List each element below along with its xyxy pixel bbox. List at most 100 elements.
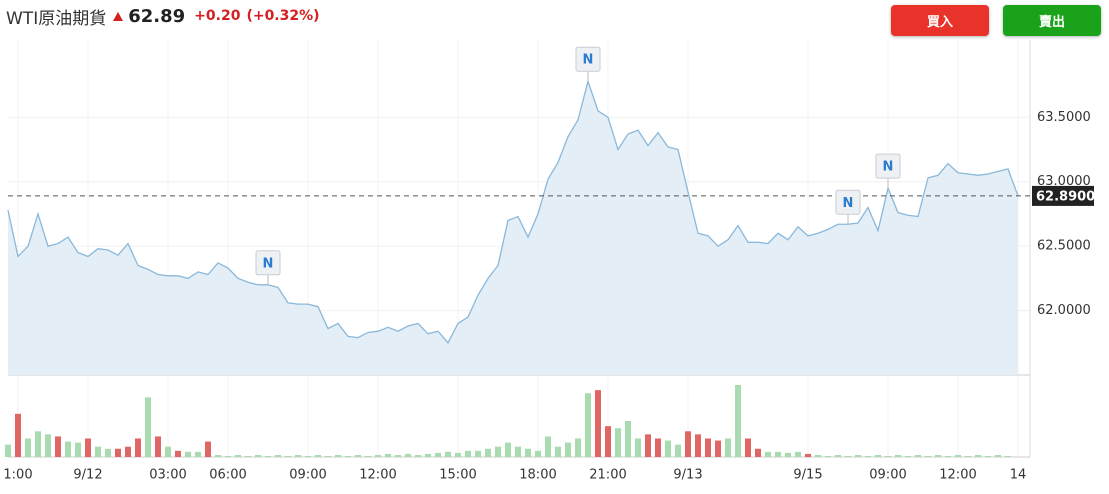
volume-bar bbox=[455, 452, 461, 457]
volume-bar bbox=[205, 441, 211, 457]
volume-bar bbox=[265, 455, 271, 457]
volume-bar bbox=[55, 436, 61, 457]
news-box bbox=[875, 153, 901, 179]
volume-bar bbox=[515, 446, 521, 457]
volume-bar bbox=[605, 426, 611, 457]
instrument-title: WTI原油期貨 bbox=[6, 8, 107, 29]
sell-button[interactable]: 賣出 bbox=[1003, 5, 1101, 36]
volume-bar bbox=[65, 441, 71, 457]
volume-bar bbox=[765, 451, 771, 457]
volume-bar bbox=[725, 438, 731, 457]
volume-bar bbox=[795, 451, 801, 457]
volume-bar bbox=[875, 454, 881, 457]
volume-bar bbox=[535, 450, 541, 457]
volume-bar bbox=[705, 438, 711, 457]
volume-bar bbox=[445, 451, 451, 457]
x-tick-label: 14 bbox=[1010, 468, 1027, 483]
x-tick-label: 18:00 bbox=[519, 468, 556, 483]
volume-bar bbox=[865, 455, 871, 457]
news-label: N bbox=[883, 160, 894, 175]
area bbox=[8, 81, 1018, 375]
change: +0.20 bbox=[194, 8, 241, 24]
volume-bar bbox=[355, 454, 361, 457]
price: 62.89 bbox=[128, 5, 186, 27]
volume-bar bbox=[125, 446, 131, 457]
volume-bar bbox=[85, 438, 91, 457]
volume-bar bbox=[95, 446, 101, 457]
news-box bbox=[835, 189, 861, 215]
volume-bar bbox=[985, 455, 991, 457]
volume-bar bbox=[785, 452, 791, 457]
x-tick-label: 09:00 bbox=[869, 468, 906, 483]
volume-bar bbox=[335, 454, 341, 457]
y-tick-label: 62.5000 bbox=[1037, 239, 1091, 254]
change-pct: (+0.32%) bbox=[246, 8, 320, 24]
volume-bar bbox=[665, 440, 671, 457]
header: WTI原油期貨 62.89 +0.20 (+0.32%) bbox=[6, 4, 320, 29]
volume-bar bbox=[755, 448, 761, 457]
volume-bar bbox=[925, 455, 931, 457]
news-label: N bbox=[583, 53, 594, 68]
volume-bar bbox=[975, 454, 981, 457]
volume-bar bbox=[465, 450, 471, 457]
volume-bar bbox=[965, 455, 971, 457]
volume-bar bbox=[305, 455, 311, 457]
volume-bar bbox=[495, 446, 501, 457]
volume-bar bbox=[555, 446, 561, 457]
volume-bar bbox=[815, 454, 821, 457]
volume-bar bbox=[565, 442, 571, 457]
volume-bar bbox=[425, 453, 431, 457]
volume-bar bbox=[315, 454, 321, 457]
volume-bar bbox=[185, 451, 191, 457]
x-tick-label: 09:00 bbox=[289, 468, 326, 483]
volume-bar bbox=[135, 438, 141, 457]
volume-bar bbox=[325, 455, 331, 457]
volume-bar bbox=[635, 438, 641, 457]
volume-bar bbox=[845, 455, 851, 457]
volume-bar bbox=[175, 450, 181, 457]
y-tick-label: 63.0000 bbox=[1037, 174, 1091, 189]
y-tick-label: 62.0000 bbox=[1037, 303, 1091, 318]
volume-bar bbox=[385, 453, 391, 457]
x-tick-label: 12:00 bbox=[939, 468, 976, 483]
volume-bar bbox=[365, 455, 371, 457]
x-tick-label: 9/13 bbox=[673, 468, 702, 483]
volume-bar bbox=[485, 448, 491, 457]
x-tick-label: 9/15 bbox=[793, 468, 822, 483]
volume-bar bbox=[295, 454, 301, 457]
volume-bar bbox=[955, 454, 961, 457]
volume-bar bbox=[905, 455, 911, 457]
volume-bar bbox=[895, 454, 901, 457]
volume-bar bbox=[115, 448, 121, 457]
volume-bar bbox=[995, 454, 1001, 457]
last-price-label: 62.8900 bbox=[1036, 189, 1095, 204]
volume-bar bbox=[775, 451, 781, 457]
volume-bar bbox=[35, 431, 41, 457]
volume-bar bbox=[415, 454, 421, 457]
x-tick-label: 15:00 bbox=[439, 468, 476, 483]
volume-bar bbox=[505, 442, 511, 457]
volume-bar bbox=[575, 438, 581, 457]
x-tick-label: 12:00 bbox=[359, 468, 396, 483]
volume-bar bbox=[75, 442, 81, 457]
y-tick-label: 63.5000 bbox=[1037, 110, 1091, 125]
volume-bar bbox=[165, 446, 171, 457]
volume-bar bbox=[615, 428, 621, 457]
volume-bar bbox=[885, 455, 891, 457]
news-box bbox=[255, 250, 281, 276]
volume-bar bbox=[625, 421, 631, 457]
volume-bar bbox=[285, 455, 291, 457]
volume-bar bbox=[835, 454, 841, 457]
volume-bar bbox=[155, 436, 161, 457]
buy-button[interactable]: 買入 bbox=[891, 5, 989, 36]
volume-bar bbox=[435, 452, 441, 457]
volume-bar bbox=[25, 438, 31, 457]
x-tick-label: 9/12 bbox=[73, 468, 102, 483]
volume-bar bbox=[275, 454, 281, 457]
volume-bar bbox=[375, 454, 381, 457]
volume-bar bbox=[145, 397, 151, 457]
volume-bar bbox=[405, 453, 411, 457]
volume-bar bbox=[935, 454, 941, 457]
